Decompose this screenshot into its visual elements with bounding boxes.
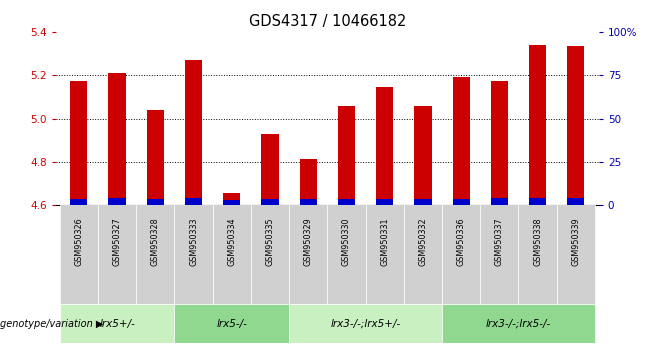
Bar bbox=[261, 199, 278, 205]
Bar bbox=[491, 81, 508, 205]
Text: lrx3-/-;lrx5-/-: lrx3-/-;lrx5-/- bbox=[486, 319, 551, 329]
Bar bbox=[223, 200, 240, 205]
Text: GSM950339: GSM950339 bbox=[571, 217, 580, 266]
Bar bbox=[70, 81, 88, 205]
Text: GSM950332: GSM950332 bbox=[418, 217, 428, 266]
Bar bbox=[299, 159, 317, 205]
Bar bbox=[529, 45, 546, 205]
Bar bbox=[109, 73, 126, 205]
Text: GSM950331: GSM950331 bbox=[380, 217, 389, 266]
Text: GSM950327: GSM950327 bbox=[113, 217, 122, 266]
Text: GSM950337: GSM950337 bbox=[495, 217, 504, 266]
Text: lrx3-/-;lrx5+/-: lrx3-/-;lrx5+/- bbox=[330, 319, 401, 329]
Bar bbox=[98, 205, 136, 304]
Bar bbox=[453, 199, 470, 205]
Bar bbox=[223, 193, 240, 205]
Bar bbox=[109, 198, 126, 205]
Bar bbox=[147, 199, 164, 205]
Bar bbox=[338, 105, 355, 205]
Text: GSM950329: GSM950329 bbox=[304, 217, 313, 266]
Text: lrx5+/-: lrx5+/- bbox=[99, 319, 135, 329]
Bar bbox=[567, 46, 584, 205]
Bar bbox=[338, 199, 355, 205]
Bar bbox=[453, 78, 470, 205]
Bar bbox=[174, 205, 213, 304]
Bar bbox=[174, 304, 289, 343]
Bar bbox=[567, 198, 584, 205]
Bar bbox=[251, 205, 289, 304]
Bar bbox=[480, 205, 519, 304]
Bar bbox=[299, 199, 317, 205]
Bar bbox=[147, 110, 164, 205]
Text: genotype/variation ▶: genotype/variation ▶ bbox=[0, 319, 103, 329]
Text: GSM950326: GSM950326 bbox=[74, 217, 84, 266]
Text: GSM950333: GSM950333 bbox=[189, 217, 198, 266]
Bar bbox=[529, 198, 546, 205]
Bar bbox=[442, 304, 595, 343]
Text: GSM950334: GSM950334 bbox=[227, 217, 236, 266]
Text: GSM950338: GSM950338 bbox=[533, 217, 542, 266]
Text: lrx5-/-: lrx5-/- bbox=[216, 319, 247, 329]
Bar bbox=[442, 205, 480, 304]
Bar bbox=[491, 198, 508, 205]
Bar bbox=[415, 199, 432, 205]
Bar bbox=[366, 205, 404, 304]
Bar bbox=[519, 205, 557, 304]
Bar bbox=[261, 134, 278, 205]
Bar bbox=[185, 60, 202, 205]
Bar bbox=[376, 199, 393, 205]
Bar bbox=[376, 87, 393, 205]
Bar bbox=[213, 205, 251, 304]
Text: GSM950330: GSM950330 bbox=[342, 217, 351, 266]
Bar bbox=[60, 304, 174, 343]
Bar bbox=[289, 205, 327, 304]
Bar bbox=[415, 105, 432, 205]
Text: GSM950336: GSM950336 bbox=[457, 217, 466, 266]
Bar bbox=[70, 199, 88, 205]
Bar bbox=[557, 205, 595, 304]
Bar bbox=[136, 205, 174, 304]
Bar bbox=[404, 205, 442, 304]
Text: GSM950335: GSM950335 bbox=[266, 217, 274, 266]
Title: GDS4317 / 10466182: GDS4317 / 10466182 bbox=[249, 14, 406, 29]
Bar bbox=[60, 205, 98, 304]
Bar bbox=[328, 205, 366, 304]
Text: GSM950328: GSM950328 bbox=[151, 217, 160, 266]
Bar bbox=[289, 304, 442, 343]
Bar bbox=[185, 198, 202, 205]
